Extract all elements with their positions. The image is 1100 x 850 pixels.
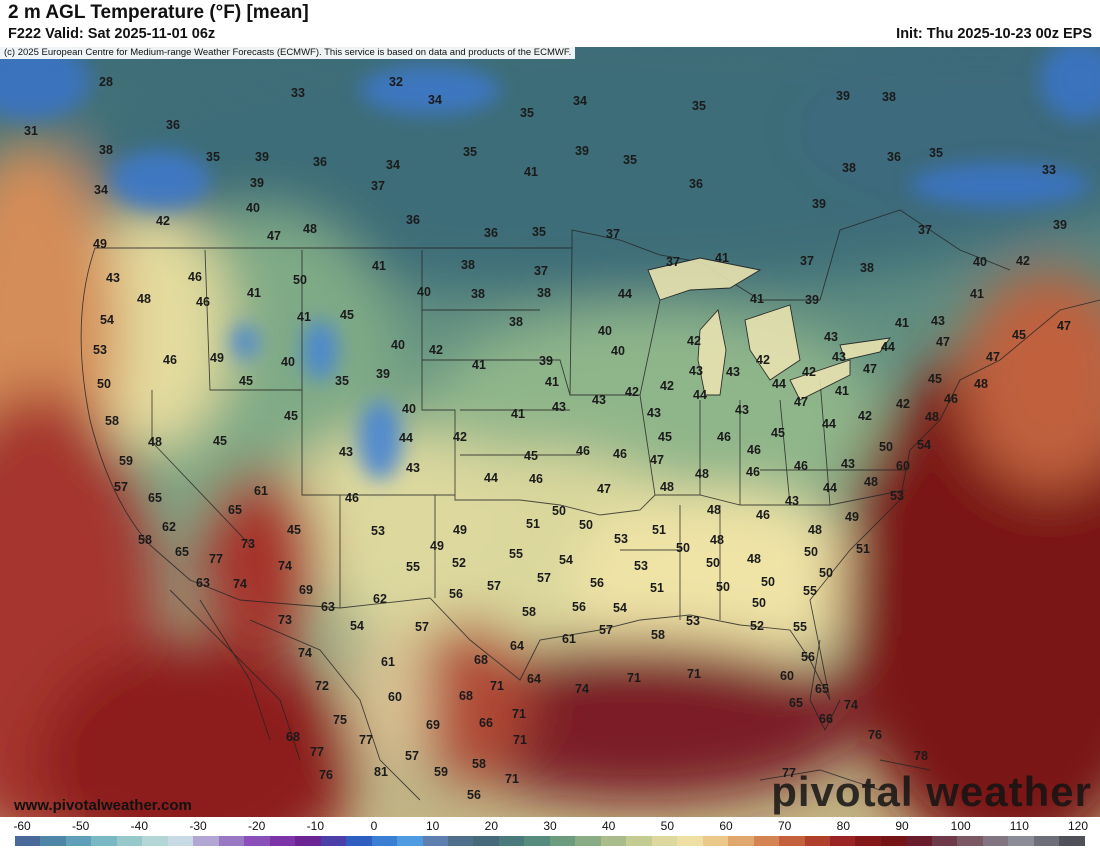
colorbar-swatch (626, 836, 652, 846)
colorbar-swatch (677, 836, 703, 846)
init-time: Init: Thu 2025-10-23 00z EPS (896, 26, 1092, 42)
colorbar-swatch (575, 836, 601, 846)
colorbar-swatch (65, 836, 92, 846)
temperature-map[interactable]: 28 32 33 34 34 35 39 38 31 36 35 38 35 39 36 34 35 39 35 38… (0, 47, 1100, 817)
colorbar-swatch (906, 836, 932, 846)
colorbar-swatch (167, 836, 194, 846)
colorbar-swatch (779, 836, 805, 846)
colorbar-swatch (931, 836, 958, 846)
colorbar-swatch (549, 836, 576, 846)
colorbar-tick-label: 10 (425, 819, 440, 833)
colorbar-tick-label: 20 (484, 819, 499, 833)
colorbar-tick-label: -20 (247, 819, 266, 833)
colorbar-swatch (346, 836, 372, 846)
colorbar-swatch (397, 836, 423, 846)
colorbar-swatch (880, 836, 907, 846)
colorbar-tick-label: 80 (836, 819, 851, 833)
temperature-field (0, 47, 1100, 817)
site-url[interactable]: www.pivotalweather.com (14, 797, 192, 814)
copyright-notice: (c) 2025 European Centre for Medium-rang… (0, 47, 576, 59)
colorbar-swatch (15, 836, 41, 846)
colorbar-swatch (91, 836, 117, 846)
colorbar-swatch (320, 836, 347, 846)
colorbar-swatch (269, 836, 296, 846)
colorbar-swatch (193, 836, 219, 846)
colorbar-swatch (498, 836, 525, 846)
colorbar-swatch (524, 836, 550, 846)
colorbar-swatch (371, 836, 398, 846)
colorbar-swatch (600, 836, 627, 846)
colorbar-swatch (1033, 836, 1060, 846)
colorbar-tick-label: 120 (1067, 819, 1089, 833)
valid-time: F222 Valid: Sat 2025-11-01 06z (8, 26, 216, 42)
map-header: 2 m AGL Temperature (°F) [mean] F222 Val… (0, 0, 1100, 47)
colorbar-swatch (244, 836, 270, 846)
colorbar-swatch (40, 836, 66, 846)
colorbar-tick-label: -30 (189, 819, 207, 833)
colorbar-swatch (295, 836, 321, 846)
colorbar-tick-label: -50 (71, 819, 90, 833)
colorbar-swatch (702, 836, 729, 846)
map-title: 2 m AGL Temperature (°F) [mean] (8, 2, 309, 23)
colorbar-tick-label: 70 (777, 819, 792, 833)
colorbar-swatch (957, 836, 983, 846)
colorbar-tick-label: 100 (950, 819, 971, 833)
colorbar-swatch (804, 836, 830, 846)
colorbar-strip (15, 836, 1085, 846)
colorbar-swatch (753, 836, 780, 846)
colorbar-tick-label: -60 (13, 819, 31, 833)
colorbar-swatch (1059, 836, 1085, 846)
colorbar-tick-label: -40 (130, 819, 148, 833)
colorbar-swatch (982, 836, 1009, 846)
colorbar-swatch (830, 836, 856, 846)
colorbar-swatch (422, 836, 448, 846)
colorbar-tick-label: 40 (601, 819, 616, 833)
colorbar-swatch (728, 836, 754, 846)
colorbar-tick-label: 90 (895, 819, 909, 833)
colorbar-swatch (473, 836, 499, 846)
colorbar-swatch (651, 836, 678, 846)
colorbar-tick-label: 110 (1009, 819, 1029, 833)
temperature-colorbar: -60 -50 -40 -30 -20 -10 0 10 20 30 40 50 60 70 80 90 100… (0, 817, 1100, 850)
colorbar-swatch (1008, 836, 1034, 846)
colorbar-tick-label: -10 (306, 819, 324, 833)
colorbar-tick-label: 30 (543, 819, 557, 833)
colorbar-tick-label: 50 (660, 819, 675, 833)
pivotal-weather-logo: pivotal weather (771, 768, 1092, 815)
colorbar-swatch (116, 836, 143, 846)
colorbar-tick-label: 60 (719, 819, 733, 833)
colorbar-tick-label: 0 (370, 819, 378, 833)
colorbar-swatch (142, 836, 168, 846)
colorbar-swatch (447, 836, 474, 846)
colorbar-swatch (855, 836, 881, 846)
colorbar-swatch (218, 836, 245, 846)
